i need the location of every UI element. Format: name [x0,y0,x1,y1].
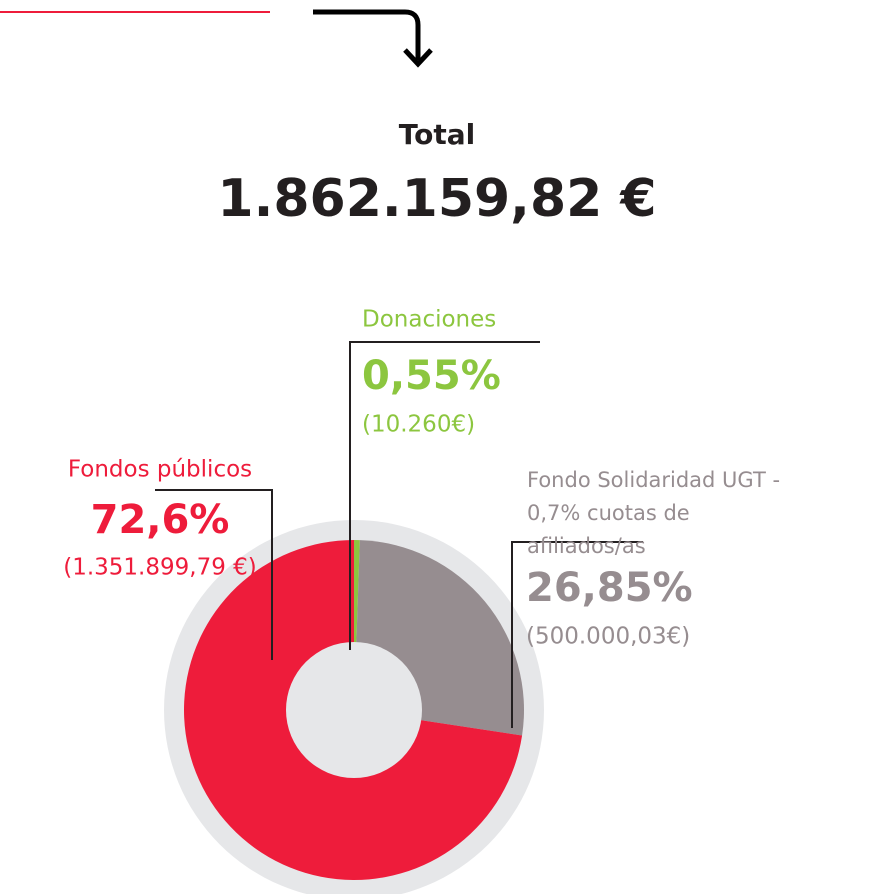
amount-label: (10.260€) [362,412,475,438]
value-label: 26,85% [526,565,693,611]
title: Total [399,118,476,151]
leader-line [349,341,540,650]
leader-line [511,541,643,728]
donut-hole [286,642,422,778]
subtitle: 1.862.159,82 € [217,169,656,229]
leader-line [155,489,273,660]
category-label: Donaciones [362,307,496,333]
decor-arrow-head [403,48,433,68]
value-label: 72,6% [91,497,230,543]
category-label: Fondos públicos [68,457,252,483]
decor-arrow [313,9,421,60]
amount-label: (1.351.899,79 €) [63,555,257,581]
amount-label: (500.000,03€) [526,624,690,650]
category-label: Fondo Solidaridad UGT - 0,7% cuotas de a… [527,468,781,558]
value-label: 0,55% [362,353,501,399]
